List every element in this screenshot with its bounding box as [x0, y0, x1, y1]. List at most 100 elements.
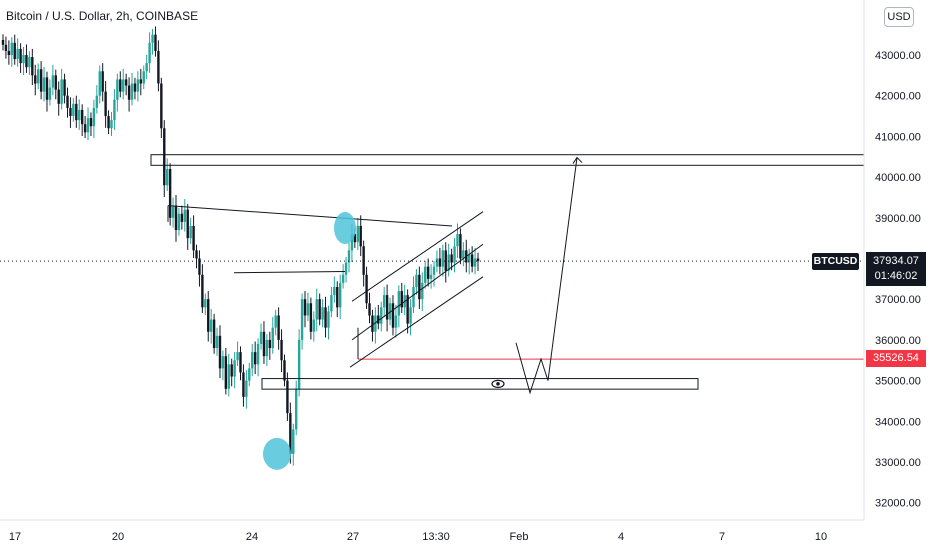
candle-body	[435, 258, 439, 267]
candle-body	[83, 124, 87, 133]
candle-body	[468, 254, 471, 263]
candle-body	[186, 209, 189, 239]
candle-body	[168, 168, 172, 218]
candle-body	[72, 103, 75, 117]
candle-body	[19, 48, 22, 64]
candle-body	[25, 55, 28, 68]
candle-body	[289, 413, 292, 454]
candle-body	[86, 118, 90, 133]
candle-body	[227, 364, 230, 389]
last-price-value: 37934.07	[873, 255, 919, 267]
candle-body	[347, 250, 351, 263]
candle-body	[303, 299, 307, 316]
candle-body	[154, 34, 157, 51]
candle-body	[148, 42, 151, 64]
candle-body	[394, 315, 398, 328]
time-tick-label: 27	[347, 531, 359, 543]
candle-body	[1, 39, 5, 45]
candle-body	[280, 339, 283, 361]
candle-body	[224, 356, 228, 389]
candle-body	[124, 79, 128, 86]
eye-icon-pupil	[496, 382, 500, 386]
candle-body	[136, 79, 140, 92]
candle-body	[4, 44, 8, 51]
candle-body	[344, 262, 348, 275]
candle-body	[286, 380, 289, 414]
candle-body	[95, 95, 99, 108]
candle-body	[230, 364, 233, 377]
candle-body	[201, 274, 204, 308]
candle-body	[42, 77, 46, 92]
candle-body	[133, 83, 137, 92]
candle-body	[338, 282, 342, 308]
projection-path	[515, 157, 578, 395]
candle-body	[333, 286, 336, 296]
candle-body	[382, 295, 386, 308]
candle-body	[174, 205, 178, 231]
candle-body	[113, 99, 116, 121]
candle-body	[365, 274, 368, 304]
candle-body	[160, 83, 163, 129]
triangle-top-line	[167, 205, 453, 227]
candle-body	[327, 311, 330, 328]
lower-zone-rect	[261, 378, 699, 390]
candle-body	[39, 69, 43, 92]
price-tick-label: 43000.00	[875, 50, 921, 62]
projection-arrowhead	[572, 156, 583, 164]
candle-body	[204, 299, 207, 308]
candle-body	[34, 75, 37, 84]
candle-body	[10, 42, 13, 55]
last-price-tag: 37934.07 01:46:02	[866, 252, 926, 286]
time-tick-label: 7	[719, 531, 725, 543]
candle-body	[462, 250, 465, 259]
drawings-layer	[0, 154, 865, 470]
time-tick-label: 10	[815, 531, 827, 543]
candle-body	[388, 303, 392, 320]
candle-body	[453, 246, 456, 263]
price-tick-label: 34000.00	[875, 416, 921, 428]
price-tick-label: 42000.00	[875, 91, 921, 103]
swing-low-marker	[263, 437, 291, 470]
candle-body	[16, 48, 19, 60]
candle-body	[45, 77, 49, 100]
swing-high-marker	[334, 211, 356, 244]
time-tick-label: 4	[618, 531, 624, 543]
candle-body	[110, 120, 113, 129]
candle-body	[171, 205, 175, 218]
candle-body	[180, 213, 184, 222]
time-tick-label: 17	[9, 531, 21, 543]
candle-body	[421, 282, 424, 300]
candle-body	[157, 50, 160, 84]
price-tick-label: 36000.00	[875, 335, 921, 347]
candle-body	[277, 315, 280, 340]
candle-body	[28, 57, 31, 68]
candle-body	[447, 254, 450, 271]
candle-body	[406, 295, 409, 324]
candle-body	[36, 69, 40, 84]
candle-body	[189, 225, 192, 239]
price-tick-label: 39000.00	[875, 213, 921, 225]
candle-body	[163, 128, 166, 186]
candle-body	[209, 319, 213, 332]
candle-body	[391, 303, 395, 328]
candle-body	[242, 372, 245, 397]
time-axis[interactable]: 17 20 24 27 13:30 Feb 4 7 10	[9, 531, 827, 543]
candle-body	[353, 234, 357, 243]
currency-button[interactable]: USD	[884, 7, 914, 27]
candle-body	[253, 352, 257, 365]
candle-body	[283, 360, 286, 381]
candle-body	[424, 266, 427, 283]
candle-body	[432, 266, 436, 275]
candle-body	[69, 107, 72, 117]
candle-body	[116, 79, 119, 100]
candle-body	[245, 380, 248, 397]
candle-body	[183, 209, 186, 222]
candle-body	[336, 286, 339, 308]
candle-body	[330, 295, 333, 312]
price-tick-label: 33000.00	[875, 457, 921, 469]
candle-body	[22, 55, 25, 64]
candle-body	[397, 291, 401, 316]
price-tick-label: 32000.00	[875, 498, 921, 510]
candle-body	[195, 250, 198, 259]
